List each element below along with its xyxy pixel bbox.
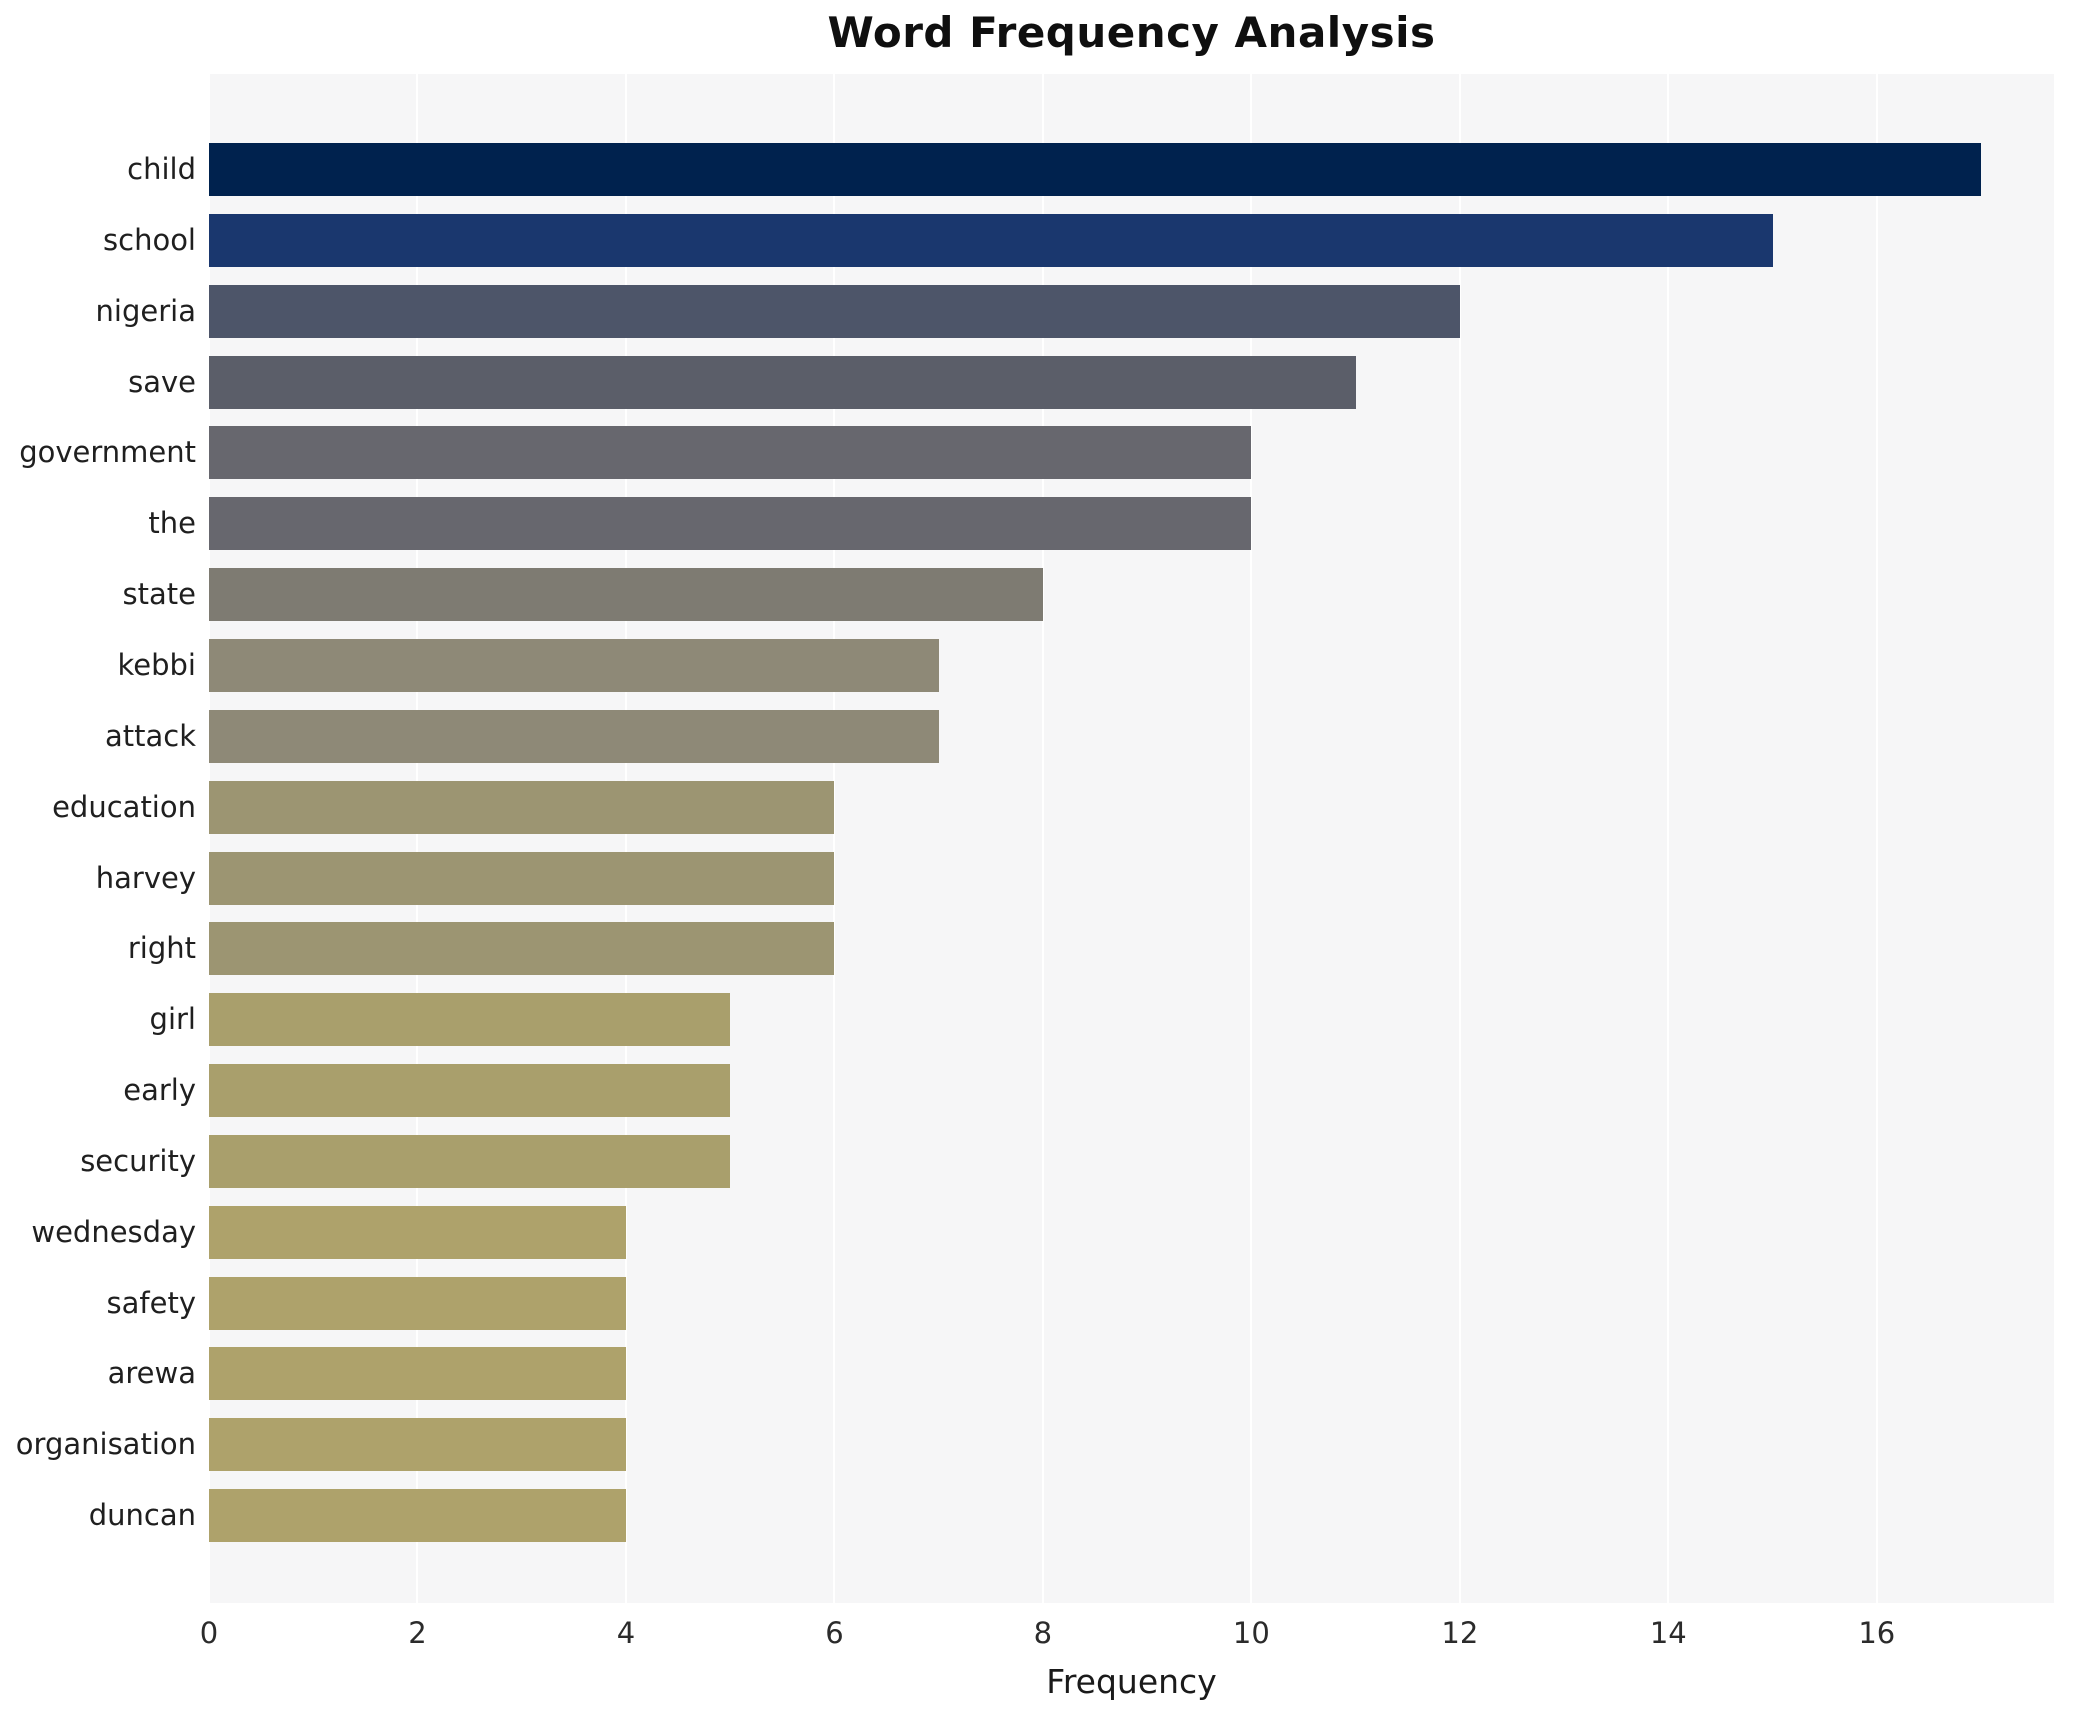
bar-organisation xyxy=(209,1418,626,1472)
bar-attack xyxy=(209,709,939,763)
bar-label-harvey: harvey xyxy=(95,860,196,895)
bar-harvey xyxy=(209,851,835,905)
bar-security xyxy=(209,1134,731,1188)
bar-duncan xyxy=(209,1489,626,1543)
bar-label-organisation: organisation xyxy=(15,1427,196,1462)
x-tick-4: 4 xyxy=(616,1616,636,1650)
gridline xyxy=(833,74,836,1603)
bar-label-duncan: duncan xyxy=(88,1498,196,1533)
chart-title: Word Frequency Analysis xyxy=(827,8,1436,57)
bar-label-state: state xyxy=(122,577,196,612)
gridline xyxy=(416,74,419,1603)
bar-girl xyxy=(209,993,731,1047)
bar-safety xyxy=(209,1276,626,1330)
bar-label-government: government xyxy=(19,435,196,470)
bar-wednesday xyxy=(209,1205,626,1259)
bar-school xyxy=(209,213,1773,267)
gridline xyxy=(624,74,627,1603)
bar-label-education: education xyxy=(52,789,196,824)
bar-label-girl: girl xyxy=(149,1002,196,1037)
bar-right xyxy=(209,922,835,976)
x-tick-12: 12 xyxy=(1441,1616,1479,1650)
bar-label-security: security xyxy=(80,1143,196,1178)
gridline xyxy=(1875,74,1878,1603)
bar-education xyxy=(209,780,835,834)
x-tick-6: 6 xyxy=(825,1616,844,1650)
x-tick-8: 8 xyxy=(1033,1616,1053,1650)
x-tick-16: 16 xyxy=(1858,1616,1896,1650)
bar-label-wednesday: wednesday xyxy=(31,1214,196,1249)
bar-arewa xyxy=(209,1347,626,1401)
bar-early xyxy=(209,1064,731,1118)
bar-save xyxy=(209,355,1356,409)
bar-label-attack: attack xyxy=(104,718,196,753)
x-tick-2: 2 xyxy=(408,1616,427,1650)
x-tick-14: 14 xyxy=(1649,1616,1687,1650)
plot-area xyxy=(208,74,2054,1603)
gridline xyxy=(1667,74,1670,1603)
bar-label-the: the xyxy=(148,506,196,541)
bar-label-school: school xyxy=(103,222,196,257)
bar-label-nigeria: nigeria xyxy=(95,293,196,328)
gridline xyxy=(1458,74,1461,1603)
gridline xyxy=(1250,74,1253,1603)
bar-state xyxy=(209,568,1043,622)
x-tick-10: 10 xyxy=(1232,1616,1270,1650)
bar-label-right: right xyxy=(127,931,196,966)
bar-child xyxy=(209,143,1982,196)
bar-label-arewa: arewa xyxy=(107,1356,196,1391)
bar-label-kebbi: kebbi xyxy=(117,647,196,682)
x-axis-label: Frequency xyxy=(1046,1662,1217,1701)
bar-label-early: early xyxy=(123,1073,196,1108)
bar-label-safety: safety xyxy=(106,1285,196,1320)
gridline xyxy=(1041,74,1044,1603)
bar-kebbi xyxy=(209,638,939,692)
bar-label-save: save xyxy=(128,364,196,399)
bar-label-child: child xyxy=(127,152,196,186)
bar-the xyxy=(209,497,1252,551)
bar-government xyxy=(209,426,1252,480)
bar-nigeria xyxy=(209,284,1460,338)
x-tick-0: 0 xyxy=(199,1616,219,1650)
gridline xyxy=(208,74,210,1603)
